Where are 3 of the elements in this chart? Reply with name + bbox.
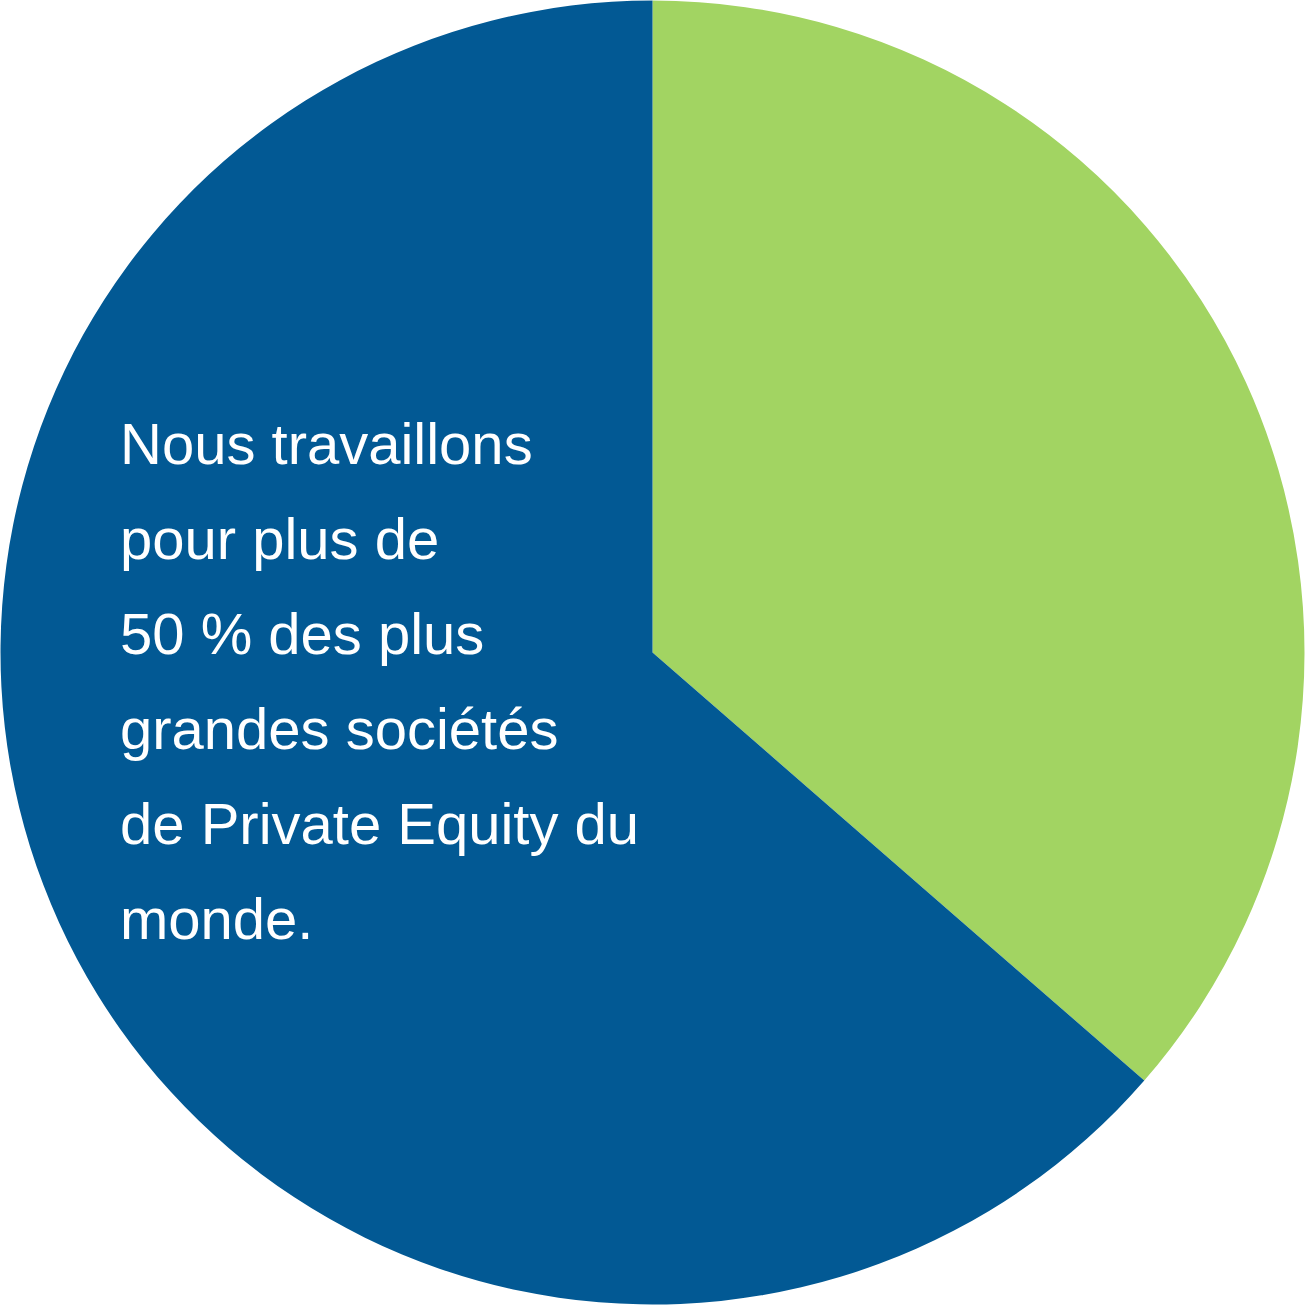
text: Nous travaillons pour plus de 50 % des plus grandes sociétés de Private Equity du monde. — [120, 411, 640, 951]
pie-slice — [652, 0, 1304, 1081]
pie-slice — [0, 0, 1145, 1304]
